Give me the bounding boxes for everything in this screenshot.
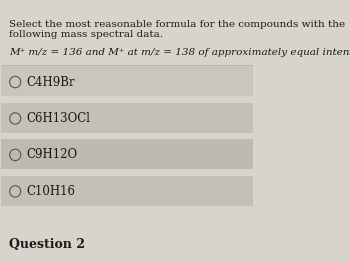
Text: M⁺ m/z = 136 and M⁺ at m/z = 138 of approximately equal intensity: M⁺ m/z = 136 and M⁺ at m/z = 138 of appr… — [9, 48, 350, 57]
Text: C6H13OCl: C6H13OCl — [27, 112, 91, 125]
Text: C9H12O: C9H12O — [27, 148, 78, 161]
FancyBboxPatch shape — [1, 176, 253, 206]
FancyBboxPatch shape — [1, 67, 253, 96]
Text: Question 2: Question 2 — [9, 238, 85, 251]
Text: C10H16: C10H16 — [27, 185, 76, 198]
FancyBboxPatch shape — [1, 139, 253, 169]
FancyBboxPatch shape — [1, 103, 253, 133]
Text: C4H9Br: C4H9Br — [27, 75, 75, 89]
Text: Select the most reasonable formula for the compounds with the following mass spe: Select the most reasonable formula for t… — [9, 20, 345, 39]
